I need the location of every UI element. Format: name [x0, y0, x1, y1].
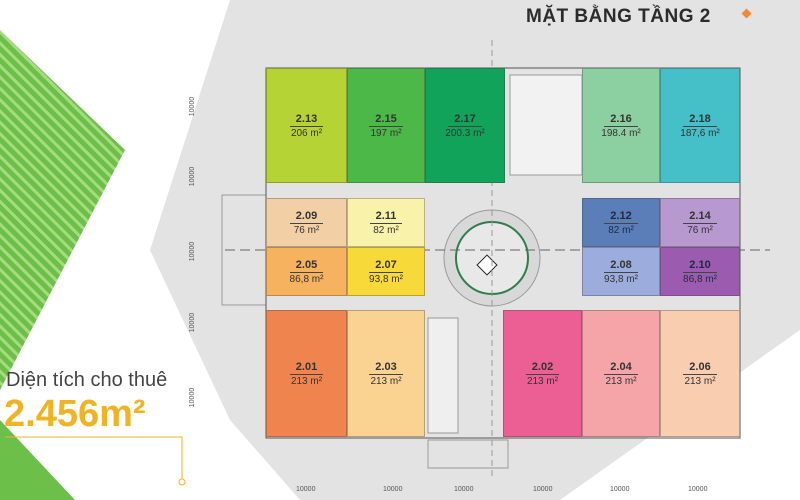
dimension-bottom: 10000 — [454, 486, 474, 493]
room-2-16[interactable]: 2.16 198.4 m² — [582, 68, 660, 183]
room-area: 187,6 m² — [680, 127, 720, 139]
room-code: 2.03 — [369, 361, 403, 375]
room-area: 213 m² — [526, 375, 559, 387]
room-code: 2.07 — [369, 259, 403, 273]
dimension-left: 10000 — [189, 96, 197, 117]
dimension-left: 10000 — [189, 166, 197, 187]
room-2-10[interactable]: 2.10 86,8 m² — [660, 247, 740, 296]
room-area: 200.3 m² — [445, 127, 485, 139]
room-2-12[interactable]: 2.12 82 m² — [582, 198, 660, 247]
dimension-bottom: 10000 — [296, 486, 316, 493]
rental-area-value: 2.456m² — [4, 393, 146, 435]
room-2-07[interactable]: 2.07 93,8 m² — [347, 247, 425, 296]
entrance-block — [427, 439, 509, 469]
room-area: 213 m² — [605, 375, 637, 387]
dimension-left: 10000 — [189, 312, 197, 333]
room-code: 2.05 — [289, 259, 324, 273]
room-2-06[interactable]: 2.06 213 m² — [660, 310, 740, 437]
room-code: 2.18 — [683, 113, 717, 127]
room-area: 93,8 m² — [604, 273, 638, 285]
callout-line — [5, 436, 183, 480]
room-code: 2.02 — [525, 361, 560, 375]
dimension-bottom: 10000 — [383, 486, 403, 493]
room-code: 2.04 — [604, 361, 638, 375]
room-area: 76 m² — [293, 224, 320, 236]
dimension-left: 10000 — [189, 387, 197, 408]
room-area: 82 m² — [608, 224, 634, 236]
green-corner-triangle — [0, 420, 75, 500]
room-area: 93,8 m² — [369, 273, 403, 285]
room-code: 2.12 — [604, 210, 638, 224]
room-area: 76 m² — [687, 224, 713, 236]
room-code: 2.17 — [448, 113, 482, 127]
room-2-03[interactable]: 2.03 213 m² — [347, 310, 425, 437]
page-title: MẶT BẰNG TẦNG 2 — [526, 6, 711, 27]
room-code: 2.09 — [289, 210, 324, 224]
room-area: 82 m² — [373, 224, 399, 236]
green-striped-triangle — [0, 30, 125, 390]
room-code: 2.08 — [604, 259, 638, 273]
room-2-04[interactable]: 2.04 213 m² — [582, 310, 660, 437]
room-2-02[interactable]: 2.02 213 m² — [503, 310, 582, 437]
room-2-09[interactable]: 2.09 76 m² — [266, 198, 347, 247]
room-2-13[interactable]: 2.13 206 m² — [266, 68, 347, 183]
room-2-17[interactable]: 2.17 200.3 m² — [425, 68, 505, 183]
room-code: 2.16 — [604, 113, 638, 127]
room-area: 206 m² — [290, 127, 323, 139]
room-code: 2.11 — [369, 210, 403, 224]
room-2-11[interactable]: 2.11 82 m² — [347, 198, 425, 247]
room-area: 198.4 m² — [601, 127, 641, 139]
stair-block — [427, 317, 459, 434]
room-code: 2.14 — [683, 210, 717, 224]
dimension-left: 10000 — [189, 241, 197, 262]
room-code: 2.15 — [369, 113, 403, 127]
restroom-block — [509, 74, 583, 176]
dimension-bottom: 10000 — [610, 486, 630, 493]
room-2-18[interactable]: 2.18 187,6 m² — [660, 68, 740, 183]
room-code: 2.06 — [683, 361, 717, 375]
room-area: 213 m² — [370, 375, 402, 387]
rental-area-label: Diện tích cho thuê — [6, 369, 168, 391]
room-code: 2.01 — [289, 361, 324, 375]
room-2-14[interactable]: 2.14 76 m² — [660, 198, 740, 247]
room-area: 213 m² — [290, 375, 323, 387]
room-2-05[interactable]: 2.05 86,8 m² — [266, 247, 347, 296]
room-area: 86,8 m² — [683, 273, 717, 285]
room-area: 86,8 m² — [289, 273, 324, 285]
room-2-08[interactable]: 2.08 93,8 m² — [582, 247, 660, 296]
room-code: 2.10 — [683, 259, 717, 273]
room-area: 197 m² — [370, 127, 402, 139]
room-area: 213 m² — [684, 375, 716, 387]
dimension-bottom: 10000 — [688, 486, 708, 493]
callout-dot — [178, 478, 186, 486]
dimension-bottom: 10000 — [533, 486, 553, 493]
room-2-15[interactable]: 2.15 197 m² — [347, 68, 425, 183]
room-code: 2.13 — [289, 113, 324, 127]
room-2-01[interactable]: 2.01 213 m² — [266, 310, 347, 437]
